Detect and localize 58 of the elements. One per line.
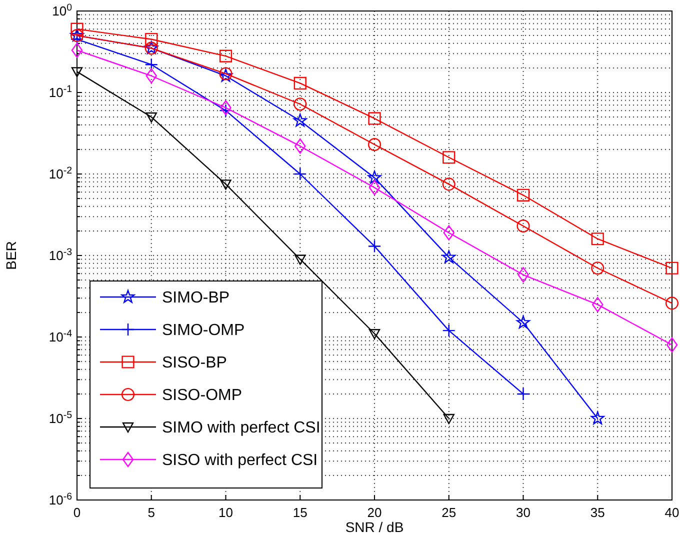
point [368, 138, 382, 152]
point [443, 414, 454, 424]
point [294, 98, 307, 111]
x-tick-label: 20 [367, 505, 382, 520]
y-tick-label: 10$^{-6}$ [48, 491, 72, 508]
point [368, 329, 380, 340]
y-tick-label: 10$^{-1}$ [48, 84, 72, 100]
point [70, 22, 84, 36]
point [666, 262, 678, 274]
point [368, 170, 382, 184]
y-tick-label: 10$^{0}$ [52, 2, 73, 19]
x-tick-label: 25 [442, 505, 456, 520]
y-tick-label: 10$^{-5}$ [48, 410, 73, 426]
point [368, 180, 380, 196]
point [591, 232, 604, 246]
point [293, 114, 307, 127]
point [666, 337, 678, 352]
y-tick-label: 10$^{-2}$ [48, 165, 72, 182]
point [71, 67, 83, 78]
point [71, 42, 83, 58]
x-tick-label: 35 [590, 505, 605, 520]
legend-label: SIMO-BP [162, 290, 230, 307]
point [443, 225, 454, 240]
point [146, 68, 157, 84]
point [442, 250, 456, 264]
x-tick-label: 10 [218, 505, 233, 520]
legend-label: SIMO-OMP [162, 322, 245, 340]
point [518, 267, 529, 282]
point [146, 112, 157, 123]
legend-label: SISO with perfect CSI [162, 452, 318, 470]
x-tick-label: 30 [516, 505, 530, 520]
point [442, 178, 456, 191]
legend-label: SIMO with perfect CSI [162, 420, 320, 437]
point [590, 411, 604, 424]
y-axis-title: BER [3, 241, 19, 270]
point [665, 296, 679, 310]
legend-label: SISO-BP [162, 354, 227, 372]
x-tick-label: 5 [148, 505, 155, 520]
point [220, 180, 232, 190]
point [516, 220, 530, 233]
x-tick-label: 40 [664, 505, 680, 520]
legend-label: SISO-OMP [162, 387, 242, 404]
point [220, 100, 232, 116]
point [592, 296, 604, 312]
x-axis-title: SNR / dB [345, 519, 404, 535]
point [516, 316, 530, 329]
point [294, 76, 306, 90]
point [294, 138, 306, 154]
point [368, 112, 381, 125]
point [219, 50, 232, 62]
x-tick-label: 15 [292, 505, 308, 520]
point [591, 262, 604, 275]
x-tick-label: 0 [73, 505, 81, 520]
point [294, 254, 306, 265]
point [442, 151, 456, 164]
y-tick-label: 10$^{-3}$ [48, 246, 72, 264]
point [516, 188, 530, 202]
y-tick-label: 10$^{-4}$ [48, 328, 73, 345]
